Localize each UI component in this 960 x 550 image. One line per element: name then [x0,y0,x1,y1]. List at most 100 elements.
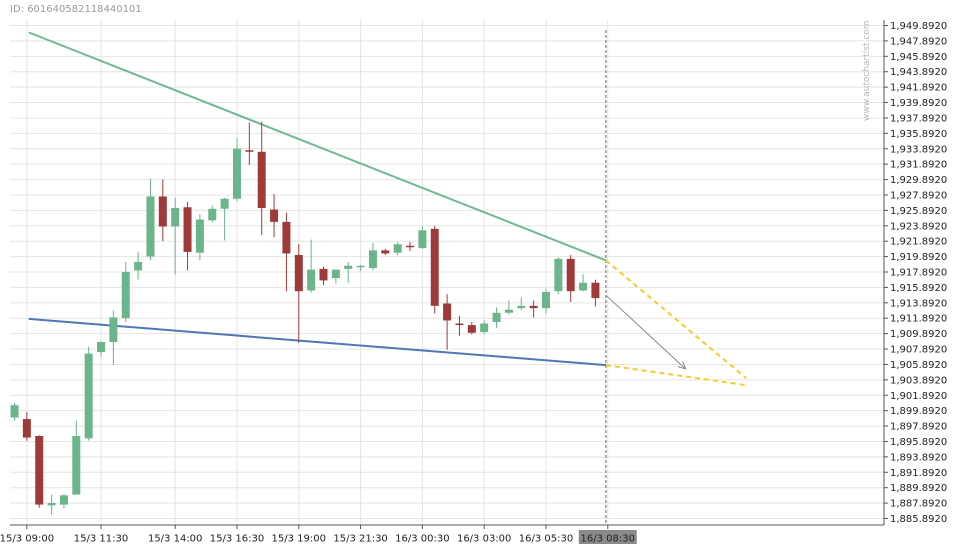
trend-lines [28,30,747,525]
candle-up [541,291,550,309]
candles [10,121,600,515]
x-tick-label: 15/3 09:00 [0,534,54,545]
candle-up [368,250,377,269]
candle-down [22,419,31,438]
y-tick-label: 1,933.8920 [890,144,947,155]
y-tick-label: 1,907.8920 [890,345,947,356]
y-tick-label: 1,915.8920 [890,283,947,294]
candle-down [455,323,464,326]
x-tick-label: 15/3 16:30 [210,534,264,545]
current-time-label-bg [578,530,637,544]
candle-down [566,258,575,292]
support-projection [605,364,747,387]
candle-up [109,317,118,343]
y-tick-label: 1,939.8920 [890,98,947,109]
candle-up [480,323,489,333]
y-tick-label: 1,921.8920 [890,237,947,248]
candle-up [208,208,217,221]
x-tick-label: 15/3 21:30 [333,534,387,545]
candle-down [467,325,476,333]
candle-up [393,244,402,253]
candle-up [492,312,501,323]
y-tick-label: 1,935.8920 [890,129,947,140]
y-tick-label: 1,947.8920 [890,36,947,47]
candle-up [331,269,340,279]
candle-down [158,196,167,227]
forecast-arrow-head [677,361,687,370]
x-tick-label: 16/3 03:00 [457,534,511,545]
candle-up [554,258,563,292]
grid [10,20,884,525]
candle-up [121,271,130,319]
candle-up [356,265,365,268]
candle-down [270,209,279,222]
y-tick-label: 1,891.8920 [890,468,947,479]
axes: 1,949.8920 1,947.8920 1,945.8920 1,943.8920… [0,20,947,545]
candle-down [591,282,600,299]
candle-up [171,208,180,227]
candle-down [430,228,439,306]
y-tick-label: 1,893.8920 [890,452,947,463]
candle-up [10,405,19,418]
candle-down [381,250,390,254]
x-tick-label: 16/3 00:30 [395,534,449,545]
y-tick-label: 1,927.8920 [890,190,947,201]
candle-up [84,353,93,439]
y-tick-label: 1,929.8920 [890,175,947,186]
y-tick-label: 1,897.8920 [890,422,947,433]
candle-up [146,196,155,257]
candle-up [195,219,204,253]
candle-down [443,303,452,321]
candle-up [517,305,526,309]
watermark: www.autochartist.com [862,20,872,121]
y-tick-label: 1,887.8920 [890,499,947,510]
y-tick-label: 1,913.8920 [890,298,947,309]
x-tick-label: 16/3 08:30 [581,534,635,545]
y-tick-label: 1,895.8920 [890,437,947,448]
y-tick-label: 1,925.8920 [890,206,947,217]
candle-up [47,503,56,506]
resistance-line [28,31,607,262]
y-tick-label: 1,901.8920 [890,391,947,402]
chart-id: ID: 601640582118440101 [10,4,142,15]
x-tick-label: 15/3 19:00 [272,534,326,545]
candle-down [35,436,44,505]
candle-down [529,305,538,309]
y-tick-label: 1,917.8920 [890,268,947,279]
y-tick-label: 1,931.8920 [890,160,947,171]
candle-down [294,254,303,292]
candle-up [504,309,513,313]
candle-down [183,207,192,252]
x-tick-label: 16/3 05:30 [519,534,573,545]
y-tick-label: 1,911.8920 [890,314,947,325]
candle-up [579,282,588,291]
candle-up [134,261,143,271]
y-tick-label: 1,937.8920 [890,113,947,124]
candle-down [319,268,328,281]
y-tick-label: 1,903.8920 [890,375,947,386]
candle-down [282,221,291,254]
y-tick-label: 1,885.8920 [890,514,947,525]
resistance-projection [605,259,747,380]
candle-down [245,150,254,152]
y-tick-label: 1,945.8920 [890,52,947,63]
y-tick-label: 1,941.8920 [890,83,947,94]
candle-up [418,230,427,249]
x-tick-label: 15/3 11:30 [74,534,128,545]
support-line [28,317,607,367]
y-tick-label: 1,949.8920 [890,21,947,32]
y-tick-label: 1,899.8920 [890,406,947,417]
candle-up [344,265,353,269]
y-tick-label: 1,909.8920 [890,329,947,340]
candle-up [307,269,316,291]
forecast-arrow [606,295,686,370]
x-tick-label: 15/3 14:00 [148,534,202,545]
y-tick-label: 1,923.8920 [890,221,947,232]
y-tick-label: 1,943.8920 [890,67,947,78]
y-tick-label: 1,905.8920 [890,360,947,371]
candle-up [59,495,68,505]
candle-up [97,342,106,353]
y-tick-label: 1,889.8920 [890,483,947,494]
candle-up [232,148,241,199]
